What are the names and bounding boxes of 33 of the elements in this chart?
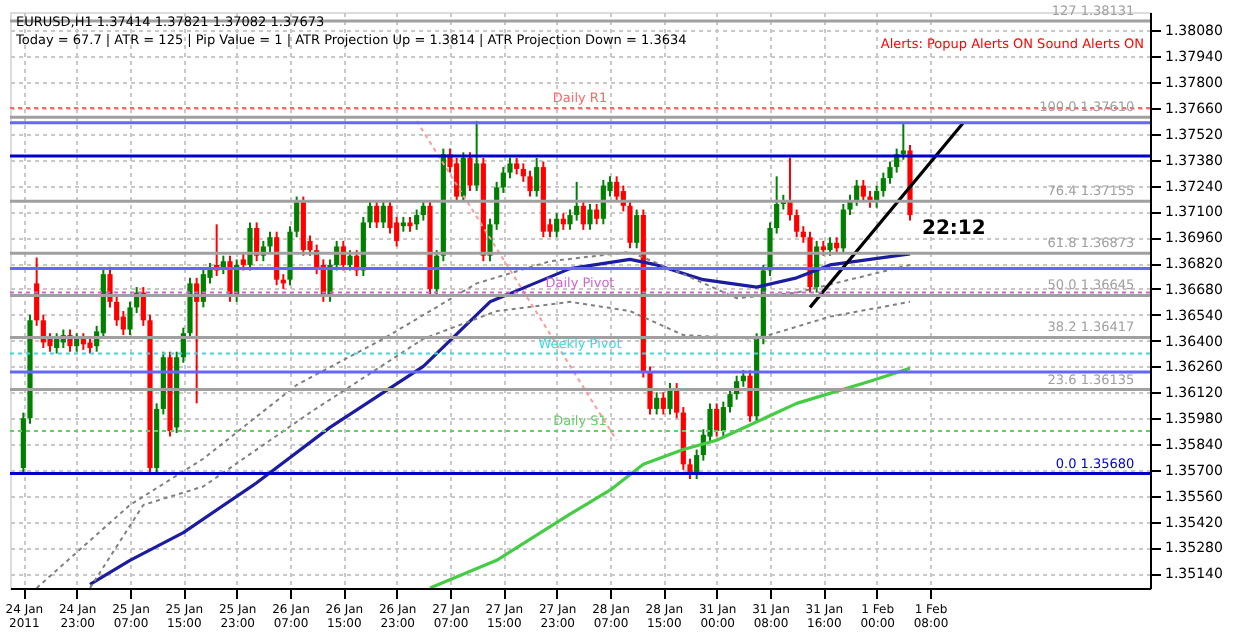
candlestick — [420, 199, 426, 222]
line-series — [89, 300, 911, 588]
line-series — [428, 366, 912, 588]
candlestick — [534, 156, 540, 198]
candlestick — [454, 156, 460, 204]
candlestick — [840, 203, 846, 255]
candlestick — [54, 332, 60, 355]
candlestick — [414, 208, 420, 231]
candlestick — [380, 199, 386, 229]
candlestick — [594, 203, 600, 226]
candlestick — [634, 208, 640, 250]
candlestick — [854, 179, 860, 207]
candlestick — [554, 212, 560, 239]
candlestick — [527, 169, 533, 198]
candlestick — [827, 236, 833, 257]
candlestick — [714, 402, 720, 438]
candlestick — [374, 199, 380, 229]
candlestick — [467, 151, 473, 193]
candlestick — [300, 195, 306, 257]
candlestick — [580, 199, 586, 231]
candlestick — [587, 203, 593, 231]
candlestick — [574, 180, 580, 222]
candlestick — [654, 391, 660, 416]
candlestick — [660, 391, 666, 416]
candlestick — [614, 175, 620, 204]
candlestick — [267, 230, 273, 253]
candlestick — [474, 119, 480, 193]
candlestick — [747, 369, 753, 423]
candlestick — [667, 382, 673, 416]
candlestick — [460, 151, 466, 204]
candlestick — [74, 332, 80, 353]
candlestick — [860, 179, 866, 204]
annotation: 22:12 — [922, 218, 986, 240]
